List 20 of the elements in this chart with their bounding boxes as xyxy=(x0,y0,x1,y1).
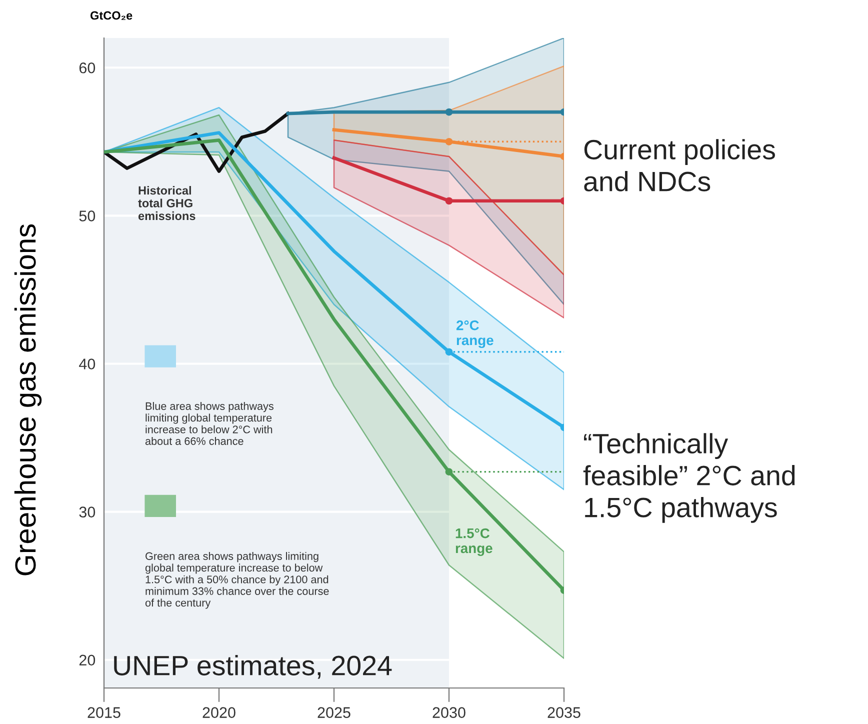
annotation: Green area shows pathways limiting global temperature increase to below 1.5°C with a 50% chance by 2100 and minimum 33% chance over the course of the century xyxy=(145,552,329,609)
y-tick-label: 60 xyxy=(79,62,96,74)
y-axis-title: Greenhouse gas emissions xyxy=(14,224,42,576)
y-tick-label: 20 xyxy=(79,654,96,666)
annotation: UNEP estimates, 2024 xyxy=(114,655,392,679)
text: Current policies and NDCs xyxy=(584,139,775,192)
y-tick-label: 40 xyxy=(79,358,96,370)
y-tick-label: 30 xyxy=(79,506,96,518)
y-tick-label: 50 xyxy=(79,210,96,222)
annotation: 1.5°C range xyxy=(456,528,492,556)
text: “Technically feasible” 2°C and 1.5°C pathways xyxy=(583,433,795,523)
annotation: Historical total GHG emissions xyxy=(138,186,196,220)
x-tick-label: 2025 xyxy=(318,707,350,718)
x-tick-label: 2030 xyxy=(432,707,466,718)
annotation: 2°C range xyxy=(456,320,494,348)
text: GtCO₂e xyxy=(90,11,132,20)
x-tick-label: 2035 xyxy=(548,707,580,718)
x-tick-label: 2015 xyxy=(88,707,120,718)
x-tick-label: 2020 xyxy=(202,707,236,718)
annotation: Blue area shows pathways limiting global temperature increase to below 2°C with about a 66% chance xyxy=(145,402,274,445)
